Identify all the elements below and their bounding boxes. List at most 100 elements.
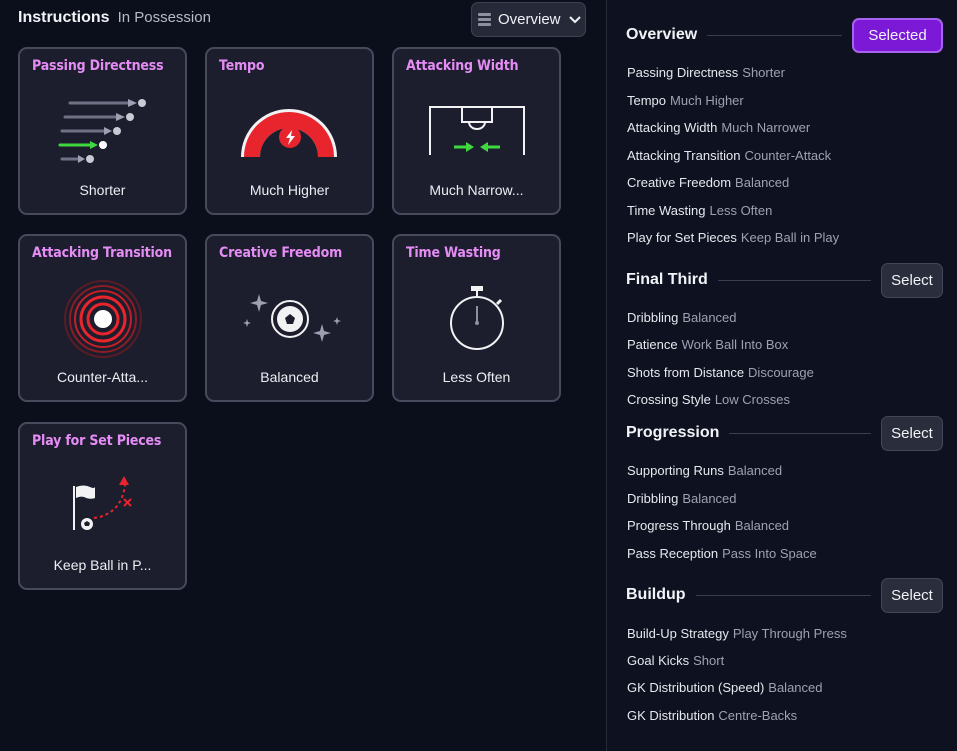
card-title: Tempo xyxy=(219,58,265,74)
section-divider xyxy=(707,34,842,36)
row-key: Goal Kicks xyxy=(627,653,690,668)
card-value: Balanced xyxy=(260,369,319,385)
row-key: GK Distribution (Speed) xyxy=(627,680,765,695)
list-item: Passing Directness Shorter xyxy=(627,65,785,80)
list-item: GK Distribution Centre-Backs xyxy=(627,708,797,723)
row-value: Balanced xyxy=(735,175,790,190)
section-progression-header: Progression Select xyxy=(626,415,957,451)
row-key: GK Distribution xyxy=(627,708,715,723)
row-key: Patience xyxy=(627,337,678,352)
row-key: Creative Freedom xyxy=(627,175,732,190)
list-item: Attacking Width Much Narrower xyxy=(627,120,810,135)
row-value: Short xyxy=(693,653,725,668)
card-title: Creative Freedom xyxy=(219,245,343,261)
row-key: Build-Up Strategy xyxy=(627,626,729,641)
page-title: Instructions xyxy=(18,9,110,26)
card-value: Keep Ball in P... xyxy=(53,557,152,573)
row-value: Much Higher xyxy=(670,93,744,108)
target-rings-icon xyxy=(64,280,142,358)
section-buildup-header: Buildup Select xyxy=(626,577,957,613)
card-title: Attacking Width xyxy=(406,58,519,74)
card-title: Attacking Transition xyxy=(32,245,172,261)
list-item: GK Distribution (Speed) Balanced xyxy=(627,680,823,695)
card-title: Play for Set Pieces xyxy=(32,433,162,449)
row-key: Supporting Runs xyxy=(627,463,724,478)
card-value: Much Narrow... xyxy=(429,182,524,198)
card-title: Time Wasting xyxy=(406,245,501,261)
overview-selected-button[interactable]: Selected xyxy=(852,17,943,53)
row-key: Dribbling xyxy=(627,491,679,506)
row-key: Dribbling xyxy=(627,310,679,325)
card-tempo[interactable]: Tempo Much Higher xyxy=(205,47,374,215)
row-value: Less Often xyxy=(709,203,773,218)
row-value: Balanced xyxy=(682,491,737,506)
chevron-down-icon xyxy=(568,13,581,27)
section-divider xyxy=(729,432,871,434)
list-item: Time Wasting Less Often xyxy=(627,203,772,218)
row-key: Pass Reception xyxy=(627,546,719,561)
row-key: Attacking Width xyxy=(627,120,718,135)
card-attacking-transition[interactable]: Attacking Transition Counter-Atta... xyxy=(18,234,187,402)
corner-flag-icon xyxy=(73,476,132,530)
card-value: Shorter xyxy=(79,182,126,198)
card-value: Counter-Atta... xyxy=(56,369,149,385)
row-key: Play for Set Pieces xyxy=(627,230,737,245)
row-value: Low Crosses xyxy=(714,392,790,407)
overview-panel: Overview Selected Passing Directness Shor… xyxy=(606,0,957,751)
passing-lines-icon xyxy=(58,99,146,163)
instructions-header: Instructions In Possession xyxy=(18,9,211,29)
list-item: Play for Set Pieces Keep Ball in Play xyxy=(627,230,839,245)
final-third-select-button[interactable]: Select xyxy=(881,262,943,298)
list-item: Supporting Runs Balanced xyxy=(627,463,782,478)
page-subtitle: In Possession xyxy=(117,9,211,26)
row-value: Balanced xyxy=(727,463,783,478)
row-key: Crossing Style xyxy=(627,392,711,407)
row-key: Progress Through xyxy=(627,518,731,533)
row-value: Keep Ball in Play xyxy=(740,230,840,245)
row-value: Balanced xyxy=(768,680,823,695)
section-divider xyxy=(717,279,871,281)
view-dropdown-label: Overview xyxy=(498,11,561,28)
stopwatch-icon xyxy=(450,286,504,350)
row-value: Shorter xyxy=(742,65,785,80)
list-item: Progress Through Balanced xyxy=(627,518,789,533)
buildup-select-button[interactable]: Select xyxy=(881,577,943,613)
row-key: Time Wasting xyxy=(627,203,706,218)
row-value: Pass Into Space xyxy=(722,546,817,561)
card-passing-directness[interactable]: Passing Directness Shorter xyxy=(18,47,187,215)
list-item: Tempo Much Higher xyxy=(627,93,744,108)
section-title: Buildup xyxy=(626,586,686,603)
row-key: Passing Directness xyxy=(627,65,739,80)
card-play-for-set-pieces[interactable]: Play for Set Pieces Keep Ball in P... xyxy=(18,422,187,590)
view-dropdown[interactable]: Overview xyxy=(471,2,586,37)
card-time-wasting[interactable]: Time Wasting Less Often xyxy=(392,234,561,402)
progression-select-button[interactable]: Select xyxy=(881,415,943,451)
list-item: Creative Freedom Balanced xyxy=(627,175,789,190)
pitch-width-icon xyxy=(429,106,525,155)
row-value: Discourage xyxy=(748,365,814,380)
card-attacking-width[interactable]: Attacking Width Much Narrow... xyxy=(392,47,561,215)
section-title: Progression xyxy=(626,424,720,441)
list-item: Dribbling Balanced xyxy=(627,310,737,325)
row-value: Centre-Backs xyxy=(718,708,798,723)
card-creative-freedom[interactable]: Creative Freedom Balanced xyxy=(205,234,374,402)
list-item: Dribbling Balanced xyxy=(627,491,737,506)
section-divider xyxy=(695,594,871,596)
tempo-gauge-icon xyxy=(241,109,337,157)
section-overview-header: Overview Selected xyxy=(626,17,957,53)
section-title: Overview xyxy=(626,26,698,43)
row-value: Balanced xyxy=(682,310,737,325)
row-value: Counter-Attack xyxy=(744,148,832,163)
row-value: Balanced xyxy=(734,518,790,533)
row-value: Work Ball Into Box xyxy=(681,337,789,352)
card-title: Passing Directness xyxy=(32,58,164,74)
row-value: Much Narrower xyxy=(721,120,811,135)
row-value: Play Through Press xyxy=(732,626,847,641)
list-item: Shots from Distance Discourage xyxy=(627,365,814,380)
list-item: Patience Work Ball Into Box xyxy=(627,337,788,352)
list-item: Crossing Style Low Crosses xyxy=(627,392,790,407)
sparkle-ball-icon xyxy=(243,294,341,342)
list-item: Goal Kicks Short xyxy=(627,653,724,668)
list-item: Pass Reception Pass Into Space xyxy=(627,546,817,561)
list-item: Attacking Transition Counter-Attack xyxy=(627,148,831,163)
